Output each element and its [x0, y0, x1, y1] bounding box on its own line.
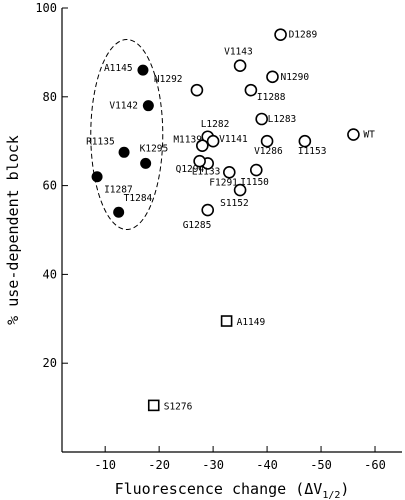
point-label-m1139: M1139: [173, 135, 202, 146]
point-label-s1152: S1152: [220, 198, 249, 209]
point-a1149: [220, 315, 233, 327]
point-label-v1142: V1142: [109, 101, 138, 112]
axes: [61, 8, 402, 453]
y-tick-label: 20: [43, 356, 57, 370]
point-label-a1145: A1145: [104, 63, 133, 74]
y-tick-label: 40: [43, 267, 57, 281]
point-label-l1283: L1283: [268, 114, 297, 125]
point-label-i1288: I1288: [257, 92, 286, 103]
point-label-i1287: I1287: [104, 185, 133, 196]
point-a1145: [137, 64, 149, 76]
x-axis-title-close: ): [340, 480, 349, 498]
point-t1284: [113, 206, 125, 218]
point-label-n1292: N1292: [154, 74, 183, 85]
point-label-v1143: V1143: [224, 47, 253, 58]
x-axis-title-subscript: 1/2: [322, 490, 340, 500]
x-tick-label: -60: [364, 458, 386, 472]
point-s1152: [233, 183, 247, 197]
x-tick-label: -20: [148, 458, 170, 472]
point-k1295: [140, 157, 152, 169]
point-label-wt: WT: [363, 130, 375, 141]
point-g1285: [201, 203, 215, 217]
point-label-n1290: N1290: [280, 72, 309, 83]
point-v1142: [142, 100, 154, 112]
point-m1139: [196, 139, 209, 152]
point-label-v1141: V1141: [219, 134, 248, 145]
point-n1290: [266, 70, 279, 84]
x-tick-label: -50: [310, 458, 332, 472]
point-s1276: [147, 399, 160, 412]
point-wt: [347, 128, 360, 141]
point-v1286: [260, 134, 274, 148]
point-label-k1295: K1295: [140, 143, 169, 154]
y-axis-title: % use-dependent block: [4, 135, 22, 325]
point-i1150: [249, 163, 263, 177]
x-axis-title-main: Fluorescence change (ΔV: [115, 480, 323, 498]
point-i1287: [91, 171, 103, 183]
cluster-ellipse: [90, 39, 164, 231]
point-v1143: [233, 59, 247, 73]
point-label-g1285: G1285: [183, 220, 212, 231]
y-tick-label: 80: [43, 90, 57, 104]
point-label-i1153: I1153: [298, 146, 327, 157]
point-label-d1289: D1289: [289, 30, 318, 41]
point-v1141: [206, 134, 220, 148]
point-q1294: [193, 154, 206, 168]
point-l1283: [255, 112, 268, 126]
point-label-r1135: R1135: [86, 136, 115, 147]
point-label-i1150: I1150: [240, 177, 269, 188]
point-i1288: [244, 83, 258, 97]
point-label-l1133: L1133: [192, 166, 221, 177]
x-tick-label: -30: [202, 458, 224, 472]
point-i1153: [298, 134, 312, 148]
point-n1292: [190, 83, 204, 97]
point-label-l1282: L1282: [201, 119, 230, 130]
x-tick-label: -40: [256, 458, 278, 472]
point-label-t1284: T1284: [124, 193, 153, 204]
x-axis-title: Fluorescence change (ΔV1/2): [115, 480, 350, 500]
point-label-q1294: Q1294: [176, 164, 205, 175]
point-label-a1149: A1149: [237, 317, 266, 328]
point-f1291: [223, 165, 236, 179]
point-label-s1276: S1276: [164, 401, 193, 412]
point-label-v1286: V1286: [254, 146, 283, 157]
y-tick-label: 100: [35, 1, 57, 15]
point-label-f1291: F1291: [209, 177, 238, 188]
point-r1135: [118, 146, 130, 158]
ticks: 20 40 60 80 100 -10 -20 -30 -40 -50 -60: [35, 1, 386, 472]
y-tick-label: 60: [43, 179, 57, 193]
x-tick-label: -10: [94, 458, 116, 472]
point-d1289: [274, 28, 287, 41]
